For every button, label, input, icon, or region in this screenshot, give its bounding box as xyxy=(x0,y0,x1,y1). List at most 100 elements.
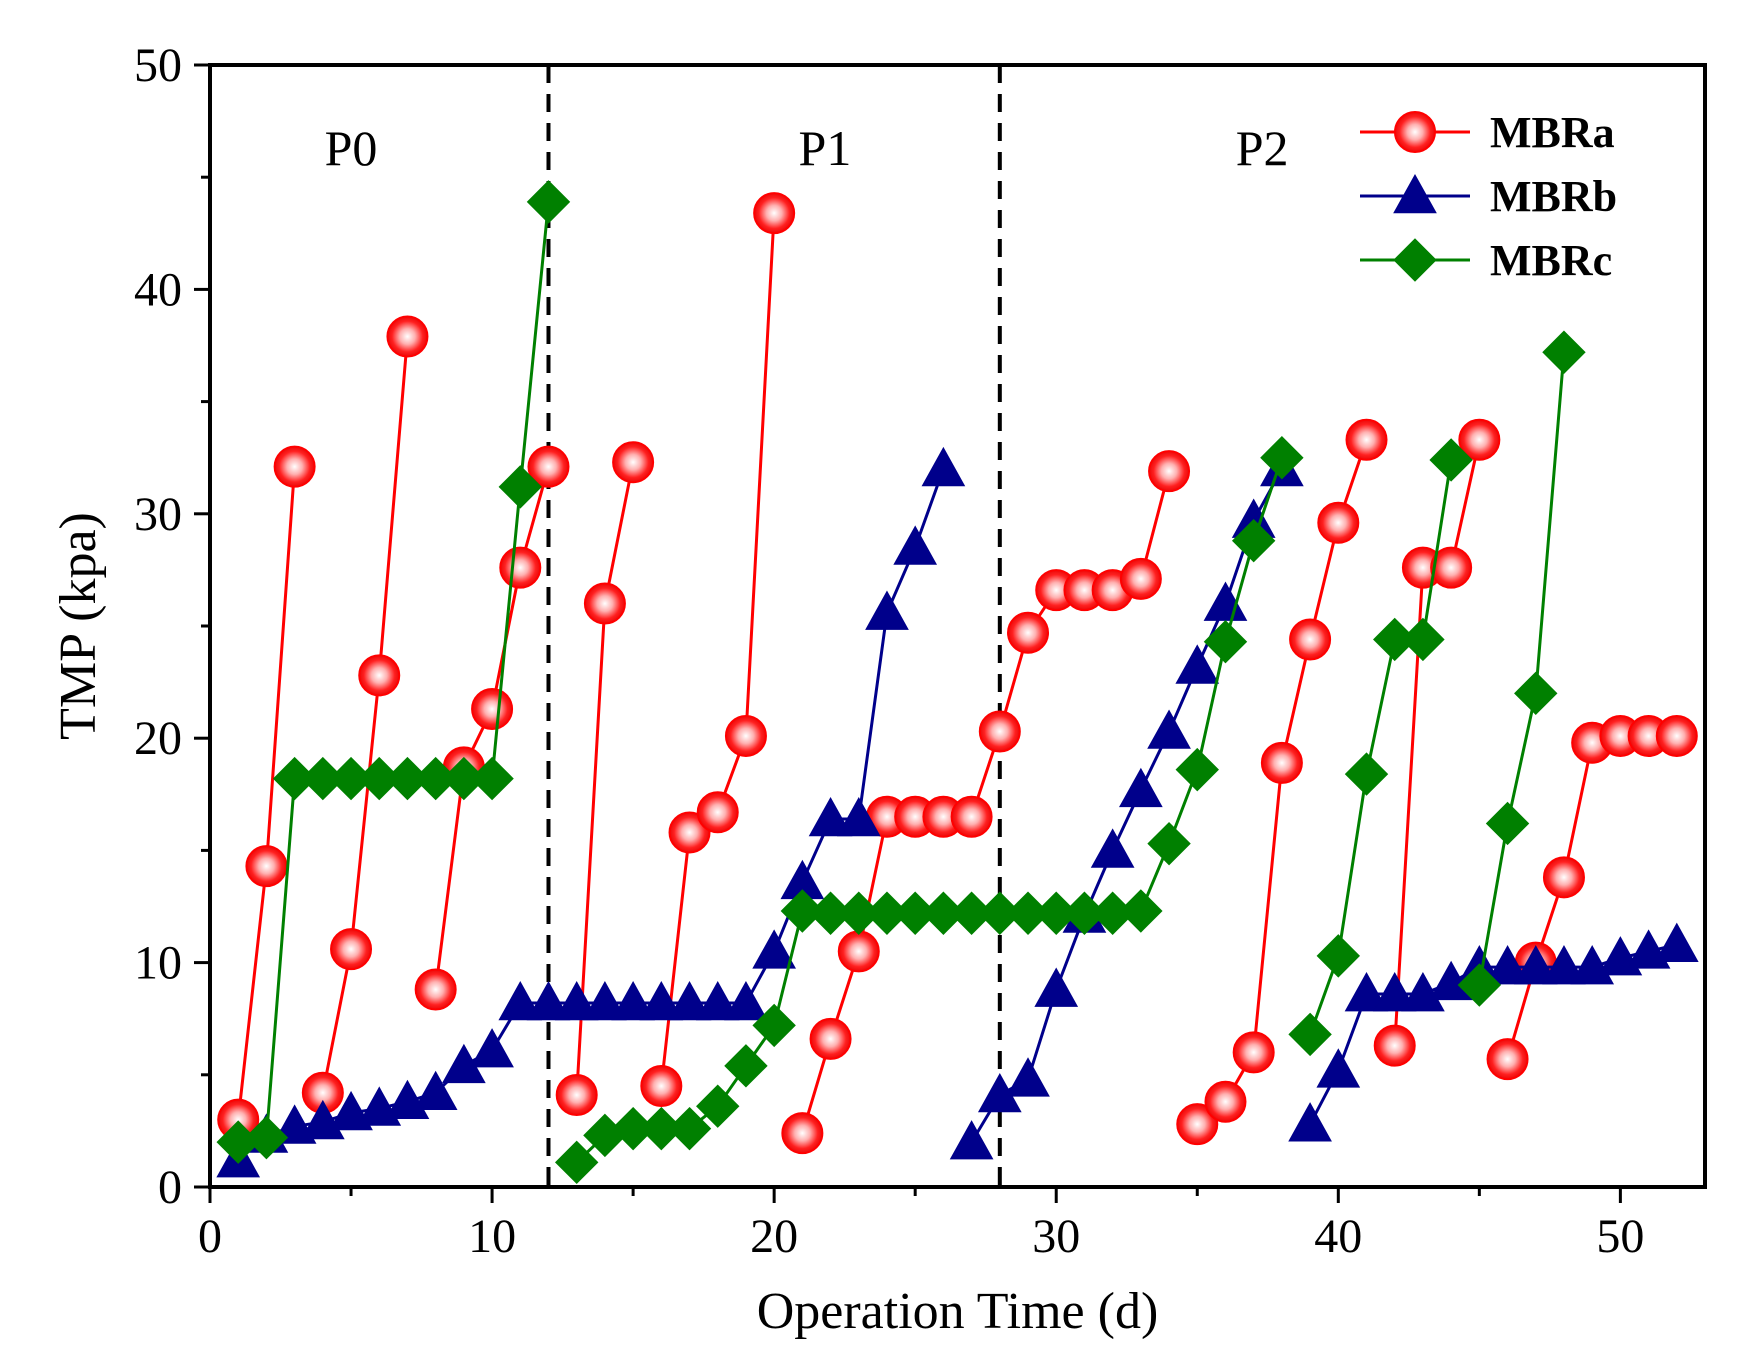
mbra-data-point xyxy=(809,1017,852,1060)
mbra-data-point xyxy=(414,968,457,1011)
mbra-data-point xyxy=(330,928,373,971)
mbra-data-point xyxy=(273,445,316,488)
mbrc-data-point xyxy=(1457,963,1502,1007)
mbra-data-point xyxy=(1486,1038,1529,1081)
mbra-data-point xyxy=(499,546,542,589)
mbrb-data-point xyxy=(1513,945,1558,985)
mbrb-data-point xyxy=(554,980,599,1021)
mbrb-data-point xyxy=(639,980,684,1021)
mbra-data-point xyxy=(1317,501,1360,544)
plot-frame xyxy=(208,63,1707,1189)
mbrb-data-point xyxy=(1147,709,1191,749)
mbra-data-point xyxy=(640,1065,683,1108)
legend-marker-mbra xyxy=(1394,111,1436,153)
mbra-data-point xyxy=(781,1112,824,1155)
mbrb-data-point xyxy=(1118,767,1163,808)
mbra-data-point xyxy=(1542,856,1585,899)
series-mbra-line-segment xyxy=(1393,439,1481,1046)
mbrc-data-point xyxy=(554,1140,599,1185)
mbrb-data-point xyxy=(724,980,768,1021)
series-mbra xyxy=(217,192,1698,1155)
x-tick-label: 10 xyxy=(468,1210,516,1263)
mbrb-data-point xyxy=(893,525,938,565)
y-tick-label: 20 xyxy=(134,712,182,765)
mbrb-data-point xyxy=(526,980,571,1021)
mbrb-data-point xyxy=(1654,922,1699,962)
y-tick-label: 30 xyxy=(134,488,182,541)
legend: MBRa MBRb MBRc xyxy=(1360,108,1617,285)
series-mbrc-line-segment xyxy=(1477,352,1566,986)
mbra-data-point xyxy=(583,582,626,625)
mbra-data-point xyxy=(1119,557,1162,600)
mbrb-data-point xyxy=(752,929,797,969)
mbrc-data-point xyxy=(667,1106,712,1151)
mbra-data-point xyxy=(1232,1031,1275,1074)
mbrb-data-point xyxy=(1401,971,1445,1012)
x-tick-label: 30 xyxy=(1032,1210,1080,1263)
mbrc-data-point xyxy=(1514,671,1558,716)
mbrc-data-point xyxy=(1288,1012,1332,1057)
mbrc-data-point xyxy=(1485,801,1530,846)
mbrb-data-point xyxy=(583,980,627,1021)
mbrb-data-point xyxy=(1034,967,1079,1007)
y-tick-label: 40 xyxy=(134,263,182,316)
mbrb-data-point xyxy=(1006,1057,1050,1097)
mbra-data-point xyxy=(978,710,1021,753)
mbra-data-point xyxy=(1148,450,1191,493)
mbrc-data-point xyxy=(244,1115,289,1160)
y-tick-label: 10 xyxy=(134,937,182,990)
legend-label-mbrc: MBRc xyxy=(1490,236,1612,285)
phase-label-p1: P1 xyxy=(799,120,852,176)
mbra-data-point xyxy=(386,315,429,358)
mbra-data-point xyxy=(471,688,514,731)
mbrc-data-point xyxy=(526,180,571,224)
mbrb-data-point xyxy=(611,980,655,1021)
series-mbra-line-segment xyxy=(236,466,297,1120)
mbra-data-point xyxy=(753,192,796,235)
mbra-data-point xyxy=(612,441,655,484)
series-mbra-line-segment xyxy=(659,213,776,1087)
mbrc-data-point xyxy=(1119,889,1163,933)
mbra-data-point xyxy=(527,445,570,488)
x-tick-label: 50 xyxy=(1596,1210,1644,1263)
mbrc-data-point xyxy=(1316,934,1361,978)
x-tick-label: 40 xyxy=(1314,1210,1362,1263)
mbrb-data-point xyxy=(1344,971,1389,1012)
y-tick-label: 0 xyxy=(158,1161,182,1214)
mbrc-data-point xyxy=(498,465,542,509)
y-tick-label: 50 xyxy=(134,39,182,92)
mbrc-data-point xyxy=(1203,620,1248,664)
legend-label-mbrb: MBRb xyxy=(1490,172,1617,221)
legend-marker-mbrc xyxy=(1393,238,1437,282)
mbrb-data-point xyxy=(865,590,909,630)
series-mbra-line-segment xyxy=(1506,734,1677,1060)
phase-label-p2: P2 xyxy=(1236,120,1289,176)
mbrc-data-point xyxy=(724,1044,768,1088)
mbra-data-point xyxy=(1289,618,1332,661)
mbra-data-point xyxy=(245,845,288,888)
mbra-data-point xyxy=(1430,546,1473,589)
mbrc-data-point xyxy=(1429,438,1473,482)
mbrb-data-point xyxy=(667,980,712,1021)
x-tick-label: 0 xyxy=(198,1210,222,1263)
series-mbrc xyxy=(216,180,1586,1185)
mbra-data-point xyxy=(555,1073,598,1116)
series-mbra-line-segment xyxy=(321,336,409,1094)
x-tick-label: 20 xyxy=(750,1210,798,1263)
mbrc-data-point xyxy=(1260,435,1304,480)
legend-label-mbra: MBRa xyxy=(1490,108,1615,157)
phase-label-p0: P0 xyxy=(325,120,378,176)
mbra-data-point xyxy=(1458,418,1501,461)
mbrb-data-point xyxy=(498,980,543,1021)
mbra-data-point xyxy=(1345,418,1388,461)
mbrb-data-point xyxy=(808,796,853,837)
mbrb-data-point xyxy=(1316,1048,1361,1088)
mbrb-data-point xyxy=(470,1028,514,1068)
mbrc-data-point xyxy=(780,889,825,933)
mbrc-data-point xyxy=(1147,821,1191,866)
mbrb-data-point xyxy=(1288,1102,1332,1142)
mbrb-data-point xyxy=(1485,945,1530,985)
plot-layer: P0 P1 P2 xyxy=(216,65,1699,1187)
mbrb-data-point xyxy=(1175,644,1220,684)
